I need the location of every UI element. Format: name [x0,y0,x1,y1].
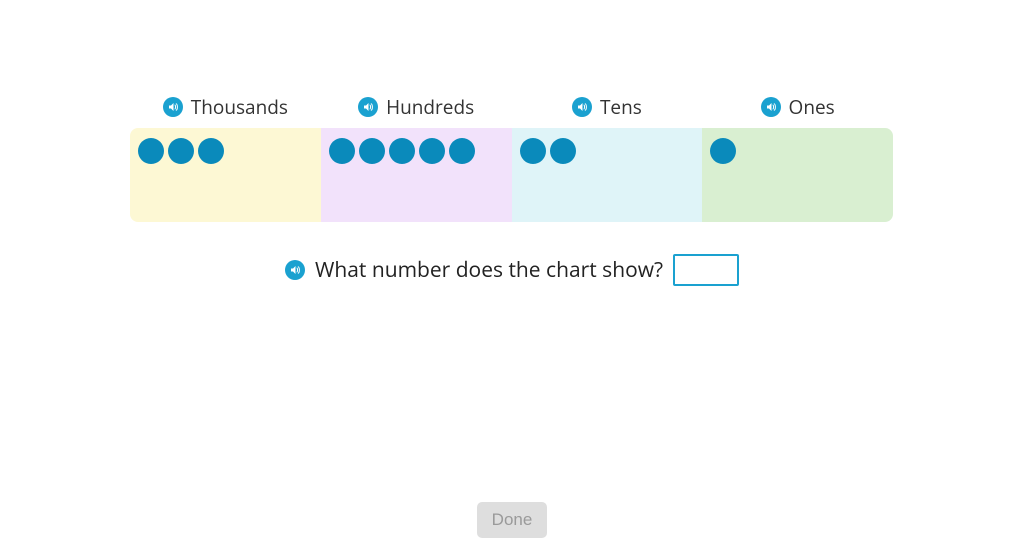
column-label: Ones [789,94,835,120]
answer-input[interactable] [673,254,739,286]
counter-dot [138,138,164,164]
chart-cells [130,128,893,222]
column-header: Thousands [130,94,321,128]
speaker-icon[interactable] [572,97,592,117]
question-text: What number does the chart show? [315,256,663,284]
place-value-cell [512,128,703,222]
place-value-cell [130,128,321,222]
place-value-chart: Thousands Hundreds Tens Ones [130,94,893,222]
column-header: Ones [702,94,893,128]
counter-dot [449,138,475,164]
counter-dot [359,138,385,164]
counter-dot [198,138,224,164]
done-button[interactable]: Done [477,502,547,538]
column-header: Hundreds [321,94,512,128]
column-header: Tens [512,94,703,128]
chart-headers: Thousands Hundreds Tens Ones [130,94,893,128]
counter-dot [520,138,546,164]
place-value-cell [702,128,893,222]
place-value-cell [321,128,512,222]
column-label: Tens [600,94,642,120]
counter-dot [419,138,445,164]
counter-dot [168,138,194,164]
speaker-icon[interactable] [761,97,781,117]
column-label: Thousands [191,94,288,120]
counter-dot [550,138,576,164]
speaker-icon[interactable] [358,97,378,117]
counter-dot [329,138,355,164]
speaker-icon[interactable] [163,97,183,117]
counter-dot [389,138,415,164]
speaker-icon[interactable] [285,260,305,280]
column-label: Hundreds [386,94,474,120]
question-row: What number does the chart show? [0,254,1024,286]
counter-dot [710,138,736,164]
